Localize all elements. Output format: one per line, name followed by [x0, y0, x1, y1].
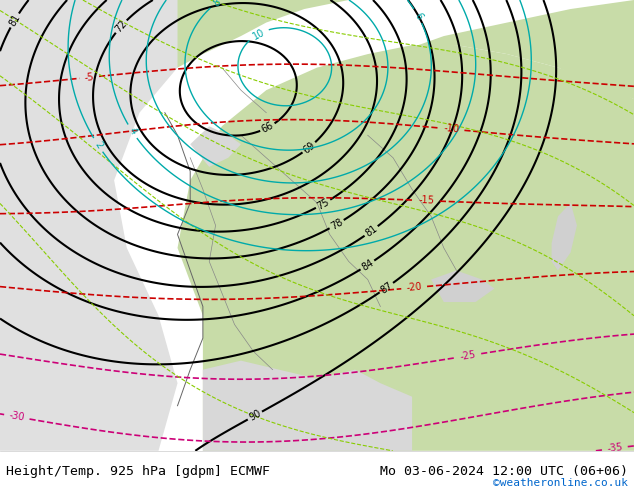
Polygon shape — [190, 126, 241, 167]
Text: 10: 10 — [250, 26, 266, 41]
Text: 69: 69 — [301, 140, 317, 155]
Polygon shape — [203, 361, 412, 451]
Text: 66: 66 — [260, 120, 275, 135]
Text: 2: 2 — [92, 140, 104, 150]
Text: -35: -35 — [606, 442, 623, 454]
Text: 6: 6 — [412, 11, 424, 21]
Text: ©weatheronline.co.uk: ©weatheronline.co.uk — [493, 478, 628, 488]
Text: 81: 81 — [363, 223, 379, 239]
Text: 87: 87 — [378, 280, 394, 295]
Polygon shape — [0, 0, 178, 451]
Text: Height/Temp. 925 hPa [gdpm] ECMWF: Height/Temp. 925 hPa [gdpm] ECMWF — [6, 465, 270, 478]
Text: 4: 4 — [126, 126, 138, 137]
Text: Mo 03-06-2024 12:00 UTC (06+06): Mo 03-06-2024 12:00 UTC (06+06) — [380, 465, 628, 478]
Polygon shape — [431, 270, 495, 302]
Polygon shape — [393, 0, 634, 99]
Text: -10: -10 — [443, 123, 460, 135]
Text: 81: 81 — [7, 13, 22, 28]
Text: 75: 75 — [315, 196, 331, 211]
Text: -20: -20 — [406, 282, 422, 294]
Text: 8: 8 — [211, 0, 222, 8]
Text: 84: 84 — [359, 258, 375, 272]
Polygon shape — [178, 45, 634, 451]
Text: -5: -5 — [84, 72, 94, 83]
Text: 90: 90 — [247, 408, 262, 423]
Text: 78: 78 — [329, 217, 345, 232]
Polygon shape — [0, 0, 349, 68]
Text: -25: -25 — [460, 349, 477, 362]
Text: -15: -15 — [419, 196, 435, 206]
Text: 72: 72 — [113, 19, 129, 34]
Text: -30: -30 — [8, 411, 25, 423]
Polygon shape — [552, 203, 577, 270]
